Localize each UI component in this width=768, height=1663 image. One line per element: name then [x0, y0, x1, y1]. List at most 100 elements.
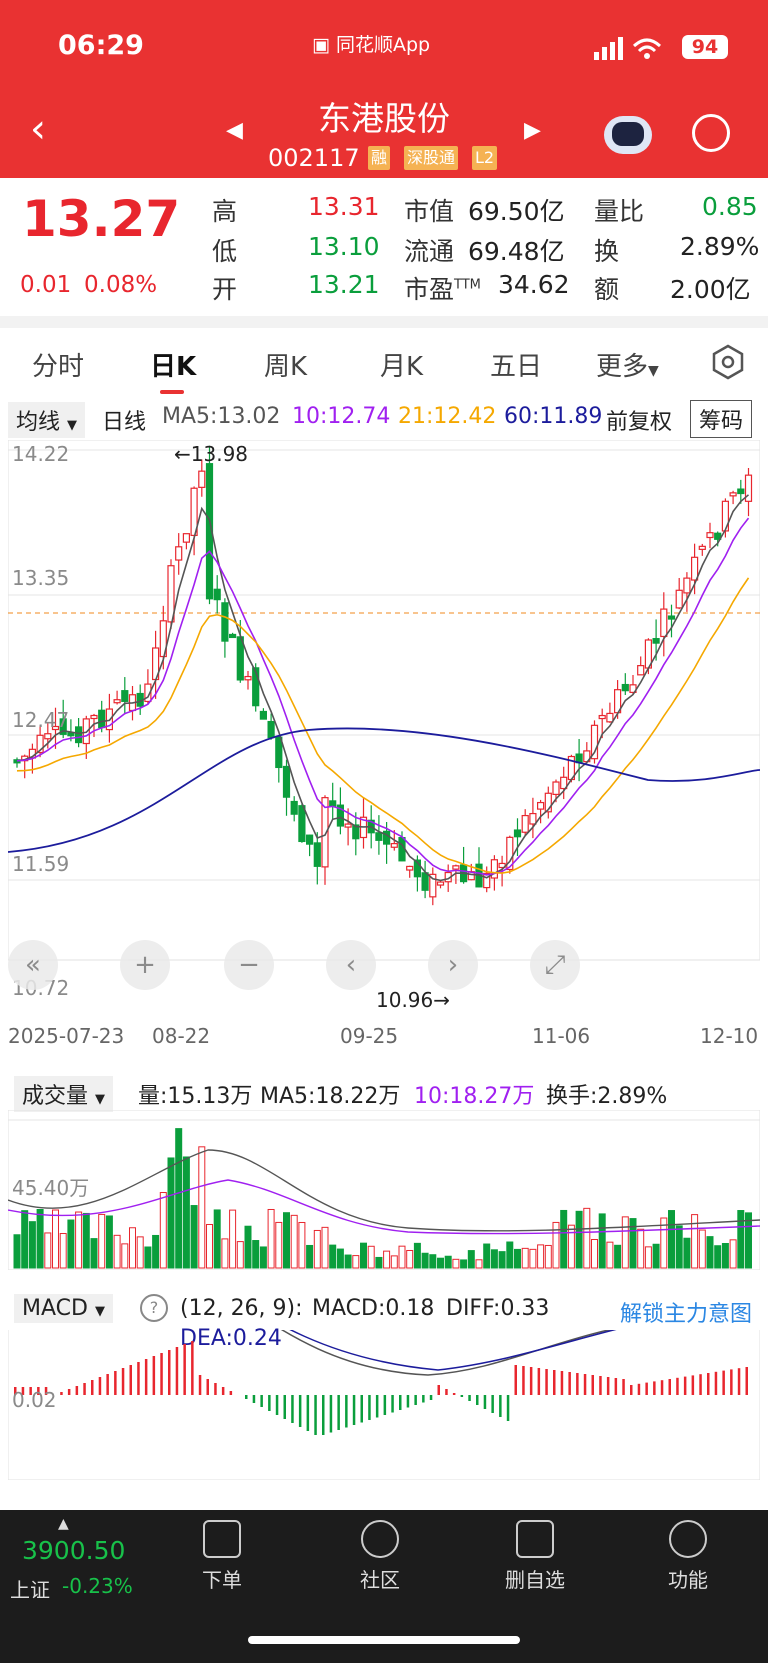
macd-bar — [214, 1383, 217, 1395]
candle-body — [290, 800, 298, 815]
candle-body — [175, 546, 183, 561]
prev-stock-icon[interactable]: ◀ — [226, 118, 243, 143]
candle-body — [490, 859, 498, 879]
search-icon[interactable] — [692, 114, 730, 152]
help-icon[interactable]: ? — [140, 1294, 168, 1322]
scroll-left-fast-icon[interactable]: « — [8, 940, 58, 990]
candle-body — [683, 577, 691, 594]
candle-body — [483, 872, 491, 889]
macd-bar — [699, 1374, 702, 1395]
nav-order[interactable]: 下单 — [182, 1520, 262, 1593]
adjust-label[interactable]: 前复权 — [606, 410, 673, 435]
macd-bar — [129, 1365, 132, 1395]
macd-bar — [599, 1376, 602, 1395]
candle-body — [221, 602, 229, 642]
volume-bar — [737, 1210, 745, 1269]
volume-bar — [182, 1156, 190, 1269]
diff-line — [280, 1330, 612, 1376]
volume-chart[interactable] — [8, 1110, 760, 1270]
nav-community[interactable]: 社区 — [340, 1520, 420, 1593]
candle-body — [544, 792, 552, 813]
zoom-in-icon[interactable]: + — [120, 940, 170, 990]
nav-remove-watchlist[interactable]: 删自选 — [490, 1520, 580, 1593]
candle-body — [229, 633, 237, 639]
vol-ratio-value: 0.85 — [702, 192, 758, 221]
candle-body — [275, 736, 283, 769]
scroll-left-icon[interactable]: ‹ — [326, 940, 376, 990]
candle-body — [213, 588, 221, 601]
vol-ratio-label: 量比 — [594, 197, 645, 226]
macd-bar — [21, 1387, 25, 1395]
fullscreen-icon[interactable]: ⤢ — [530, 940, 580, 990]
kline-chart[interactable] — [8, 440, 760, 1000]
tab-monthly-k[interactable]: 月K — [380, 352, 424, 382]
pe-value: 34.62 — [498, 270, 570, 299]
candle-body — [144, 683, 152, 703]
macd-bar — [160, 1353, 163, 1395]
volume-bar — [614, 1244, 622, 1269]
candle-body — [44, 733, 52, 740]
app-badge: ▣ 同花顺App — [312, 30, 430, 57]
macd-bar — [391, 1395, 394, 1413]
volume-bar — [514, 1248, 521, 1269]
zoom-out-icon[interactable]: − — [224, 940, 274, 990]
macd-bar — [645, 1382, 648, 1395]
settings-hex-icon[interactable] — [710, 344, 746, 380]
macd-bar — [422, 1395, 425, 1403]
candle-body — [90, 714, 98, 720]
macd-bar — [553, 1370, 556, 1395]
volume-bar — [28, 1221, 36, 1269]
candle-body — [590, 724, 599, 760]
macd-bar — [260, 1395, 263, 1407]
volume-bar — [390, 1255, 398, 1269]
candle-body — [560, 776, 568, 790]
tab-weekly-k[interactable]: 周K — [264, 352, 308, 382]
minus-box-icon — [516, 1520, 554, 1558]
robot-assistant-icon[interactable] — [604, 116, 652, 154]
macd-select[interactable]: MACD ▼ — [14, 1294, 113, 1323]
unlock-link[interactable]: 解锁主力意图 — [620, 1302, 753, 1327]
volume-bar — [144, 1246, 152, 1269]
tag-level2: L2 — [472, 146, 498, 170]
volume-turnover: 换手:2.89% — [546, 1084, 668, 1109]
ma-select[interactable]: 均线 ▼ — [8, 402, 86, 438]
index-value[interactable]: 3900.50 — [22, 1536, 126, 1565]
collapse-up-icon[interactable]: ▲ — [58, 1516, 69, 1532]
volume-select[interactable]: 成交量 ▼ — [14, 1076, 114, 1112]
macd-bar — [168, 1350, 171, 1395]
volume-bar — [44, 1232, 52, 1269]
candle-body — [98, 709, 106, 729]
macd-bar — [298, 1395, 302, 1427]
volume-bar — [82, 1212, 90, 1269]
volume-bar — [52, 1209, 59, 1269]
macd-bar — [399, 1395, 402, 1410]
nav-functions[interactable]: 功能 — [648, 1520, 728, 1593]
chips-button[interactable]: 筹码 — [690, 400, 753, 438]
back-icon[interactable]: ‹ — [30, 106, 46, 152]
volume-bar — [129, 1227, 136, 1269]
macd-chart[interactable] — [8, 1330, 760, 1480]
ma5-line — [16, 494, 750, 882]
macd-bar — [437, 1385, 440, 1395]
tab-five-day[interactable]: 五日 — [490, 352, 543, 382]
volume-bar — [159, 1192, 167, 1269]
volume-bar — [229, 1209, 237, 1269]
volume-bar — [236, 1241, 244, 1269]
candle-body — [259, 710, 267, 720]
volume-bar — [483, 1243, 491, 1269]
volume-bar — [259, 1246, 267, 1269]
candle-body — [452, 865, 460, 870]
macd-bar — [406, 1395, 410, 1408]
macd-bar — [468, 1395, 471, 1401]
macd-bar — [106, 1374, 109, 1395]
next-stock-icon[interactable]: ▶ — [524, 118, 541, 143]
tab-intraday[interactable]: 分时 — [32, 352, 85, 382]
tab-more[interactable]: 更多▼ — [596, 352, 659, 382]
x-label-4: 11-06 — [532, 1024, 591, 1048]
candle-body — [706, 532, 714, 539]
scroll-right-icon[interactable]: › — [428, 940, 478, 990]
tab-daily-k[interactable]: 日K — [150, 352, 197, 382]
macd-bar — [252, 1395, 256, 1403]
macd-bar — [360, 1395, 363, 1423]
volume-bar — [467, 1250, 475, 1269]
